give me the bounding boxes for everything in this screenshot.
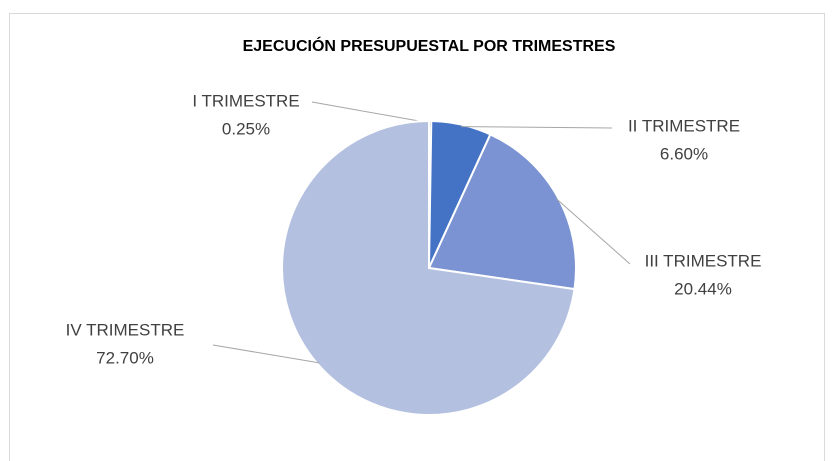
- pie-slice: [427, 133, 577, 291]
- leader-line: [311, 101, 431, 124]
- category-label: I TRIMESTRE: [192, 91, 299, 110]
- leader-line: [212, 344, 320, 364]
- category-label: IV TRIMESTRE: [66, 320, 185, 339]
- data-label: 20.44%: [674, 279, 732, 298]
- data-label: 72.70%: [96, 348, 154, 367]
- chart-frame: [9, 13, 825, 461]
- data-label: 0.25%: [222, 119, 270, 138]
- pie-slice: [281, 119, 576, 416]
- data-label: 6.60%: [660, 144, 708, 163]
- leader-line: [556, 198, 631, 265]
- chart-title: EJECUCIÓN PRESUPUESTAL POR TRIMESTRES: [243, 36, 616, 55]
- category-label: II TRIMESTRE: [628, 116, 740, 135]
- leader-line: [461, 126, 613, 129]
- category-label: III TRIMESTRE: [645, 251, 762, 270]
